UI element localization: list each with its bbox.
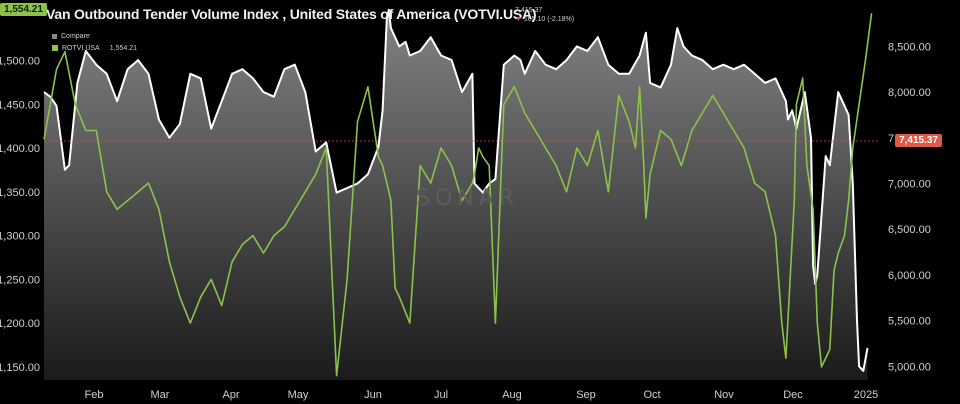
last-value-text: 7,415.37 [515, 7, 543, 14]
x-tick-label: 2025 [854, 389, 878, 401]
x-tick-label: Jul [434, 389, 448, 401]
legend-series-label: ROTVI.USA [62, 44, 100, 52]
x-tick-label: Apr [222, 389, 239, 401]
x-tick-label: Mar [151, 389, 170, 401]
x-tick-label: Sep [576, 389, 596, 401]
y-right-tick-label: 7,000.00 [888, 178, 931, 190]
compare-swatch-icon [52, 33, 57, 39]
y-left-tick-label: 1,400.00 [0, 143, 40, 155]
left-value-badge: 1,554.21 [0, 3, 47, 16]
x-tick-label: May [288, 389, 309, 401]
y-left-tick-label: 1,300.00 [0, 231, 40, 243]
y-left-tick-label: 1,250.00 [0, 274, 40, 286]
legend: Compare ROTVI.USA 1,554.21 [52, 30, 137, 54]
change-text: ▼ 165.10 (-2.18%) [515, 16, 574, 23]
change-value: 165.10 (-2.18%) [523, 16, 575, 23]
x-tick-label: Jun [364, 389, 382, 401]
right-value-badge: 7,415.37 [895, 134, 942, 147]
legend-compare[interactable]: Compare [52, 30, 137, 42]
y-right-tick-label: 5,000.00 [888, 361, 931, 373]
legend-compare-label: Compare [61, 32, 90, 40]
line-layer [43, 8, 873, 377]
y-right-tick-label: 8,500.00 [888, 41, 931, 53]
chart-title: Van Outbound Tender Volume Index , Unite… [46, 6, 537, 22]
y-left-tick-label: 1,500.00 [0, 56, 40, 68]
series-area-0 [44, 9, 868, 381]
y-axis-left: 1,150.00 1,200.00 1,250.00 1,300.00 1,350.00… [0, 56, 40, 374]
y-right-tick-label: 6,500.00 [888, 224, 931, 236]
series-line-votvi-usa[interactable] [43, 8, 869, 372]
y-left-tick-label: 1,350.00 [0, 187, 40, 199]
y-axis-right: 5,000.00 5,500.00 6,000.00 6,500.00 7,000.00… [888, 41, 931, 373]
y-left-tick-label: 1,200.00 [0, 318, 40, 330]
down-arrow-icon: ▼ [515, 16, 522, 23]
series-swatch-icon [52, 45, 58, 51]
x-tick-label: Aug [502, 389, 522, 401]
y-right-tick-label: 8,000.00 [888, 87, 931, 99]
x-tick-label: Nov [714, 389, 734, 401]
x-axis: Feb Mar Apr May Jun Jul Aug Sep Oct Nov Dec 2025 [85, 389, 879, 401]
y-right-tick-label: 6,000.00 [888, 270, 931, 282]
area-layer [44, 9, 868, 381]
sonar-watermark: SONAR [416, 186, 520, 211]
y-right-tick-label: 5,500.00 [888, 316, 931, 328]
x-tick-label: Oct [643, 389, 660, 401]
legend-series-value: 1,554.21 [109, 44, 137, 52]
y-left-tick-label: 1,450.00 [0, 99, 40, 111]
x-tick-label: Feb [85, 389, 104, 401]
x-tick-label: Dec [783, 389, 803, 401]
series-line-rotvi-usa[interactable] [43, 12, 873, 377]
y-left-tick-label: 1,150.00 [0, 362, 40, 374]
legend-series[interactable]: ROTVI.USA 1,554.21 [52, 42, 137, 54]
